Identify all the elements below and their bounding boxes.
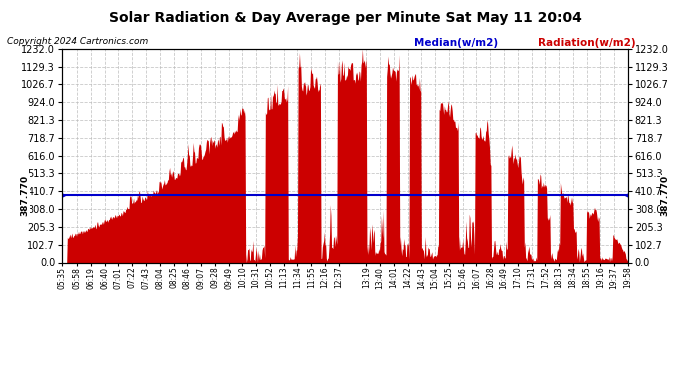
Text: Radiation(w/m2): Radiation(w/m2) [538, 38, 635, 48]
Text: Copyright 2024 Cartronics.com: Copyright 2024 Cartronics.com [7, 38, 148, 46]
Text: Median(w/m2): Median(w/m2) [414, 38, 498, 48]
Text: 387.770: 387.770 [660, 175, 669, 216]
Text: Solar Radiation & Day Average per Minute Sat May 11 20:04: Solar Radiation & Day Average per Minute… [108, 11, 582, 25]
Text: 387.770: 387.770 [21, 175, 30, 216]
